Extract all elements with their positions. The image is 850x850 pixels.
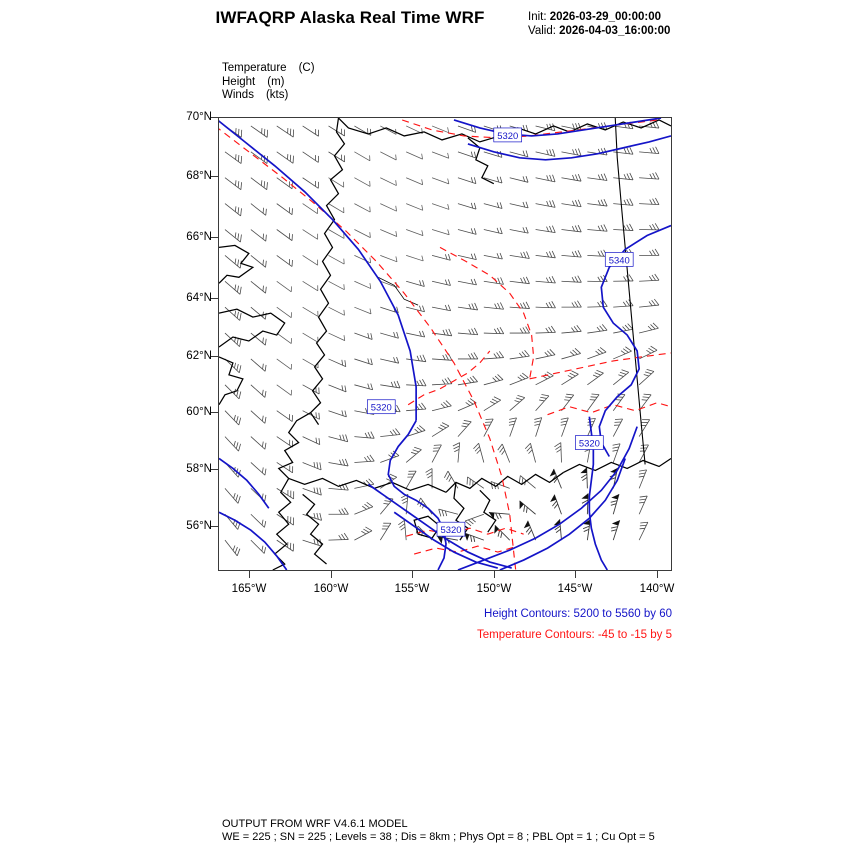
y-tick-mark — [211, 176, 218, 178]
height-contour-labels: 5320 5340 5320 5320 5320 — [366, 127, 634, 537]
map-canvas: 5320 5340 5320 5320 5320 — [219, 118, 671, 570]
model-timestamps: Init: 2026-03-29_00:00:00 Valid: 2026-04… — [528, 10, 670, 38]
svg-text:5320: 5320 — [497, 131, 518, 142]
svg-text:5320: 5320 — [440, 525, 461, 536]
y-tick-label-66n: 66°N — [186, 231, 212, 243]
variable-legend: Temperature (C) Height (m) Winds (kts) — [222, 62, 315, 103]
y-tick-label-62n: 62°N — [186, 350, 212, 362]
valid-time-row: Valid: 2026-04-03_16:00:00 — [528, 24, 670, 38]
variable-name: Temperature — [222, 62, 287, 74]
x-tick-label-140w: 140°W — [639, 583, 675, 595]
height-contour-legend: Height Contours: 5200 to 5560 by 60 — [484, 608, 672, 620]
y-tick-label-56n: 56°N — [186, 520, 212, 532]
y-tick-mark — [211, 117, 218, 119]
init-value: 2026-03-29_00:00:00 — [549, 11, 662, 23]
y-tick-label-70n: 70°N — [186, 111, 212, 123]
svg-text:5320: 5320 — [371, 403, 392, 414]
x-tick-mark — [575, 571, 577, 578]
footer-line-config: WE = 225 ; SN = 225 ; Levels = 38 ; Dis … — [222, 831, 655, 843]
x-tick-mark — [657, 571, 659, 578]
valid-value: 2026-04-03_16:00:00 — [559, 25, 671, 37]
y-tick-mark — [211, 298, 218, 300]
x-tick-mark — [412, 571, 414, 578]
y-tick-label-58n: 58°N — [186, 463, 212, 475]
init-label: Init: — [528, 11, 547, 23]
x-tick-label-165w: 165°W — [231, 583, 267, 595]
variable-legend-item: Winds (kts) — [222, 89, 315, 103]
x-tick-mark — [331, 571, 333, 578]
y-tick-mark — [211, 356, 218, 358]
page-title: IWFAQRP Alaska Real Time WRF — [215, 8, 485, 27]
y-tick-mark — [211, 526, 218, 528]
variable-legend-item: Temperature (C) — [222, 62, 315, 76]
svg-text:5340: 5340 — [609, 255, 630, 266]
variable-units: (m) — [267, 75, 285, 88]
y-tick-mark — [211, 469, 218, 471]
y-tick-mark — [211, 412, 218, 414]
y-tick-label-68n: 68°N — [186, 170, 212, 182]
x-tick-mark — [494, 571, 496, 578]
variable-units: (C) — [298, 62, 315, 74]
model-footer: OUTPUT FROM WRF V4.6.1 MODEL WE = 225 ; … — [222, 818, 655, 844]
x-tick-label-150w: 150°W — [476, 583, 512, 595]
height-contour-layer — [219, 118, 671, 570]
variable-name: Winds — [222, 89, 254, 101]
svg-text:5320: 5320 — [579, 439, 600, 450]
x-tick-label-160w: 160°W — [313, 583, 349, 595]
init-time-row: Init: 2026-03-29_00:00:00 — [528, 10, 670, 24]
variable-name: Height — [222, 75, 256, 88]
weather-map-plot: 5320 5340 5320 5320 5320 — [218, 117, 672, 571]
y-tick-label-60n: 60°N — [186, 406, 212, 418]
x-tick-label-155w: 155°W — [394, 583, 430, 595]
x-tick-label-145w: 145°W — [557, 583, 593, 595]
variable-legend-item: Height (m) — [222, 76, 315, 90]
y-tick-label-64n: 64°N — [186, 292, 212, 304]
y-tick-mark — [211, 237, 218, 239]
valid-label: Valid: — [528, 25, 556, 37]
footer-line-model: OUTPUT FROM WRF V4.6.1 MODEL — [222, 818, 408, 830]
temperature-contour-legend: Temperature Contours: -45 to -15 by 5 — [477, 629, 672, 641]
variable-units: (kts) — [265, 89, 289, 101]
x-tick-mark — [249, 571, 251, 578]
